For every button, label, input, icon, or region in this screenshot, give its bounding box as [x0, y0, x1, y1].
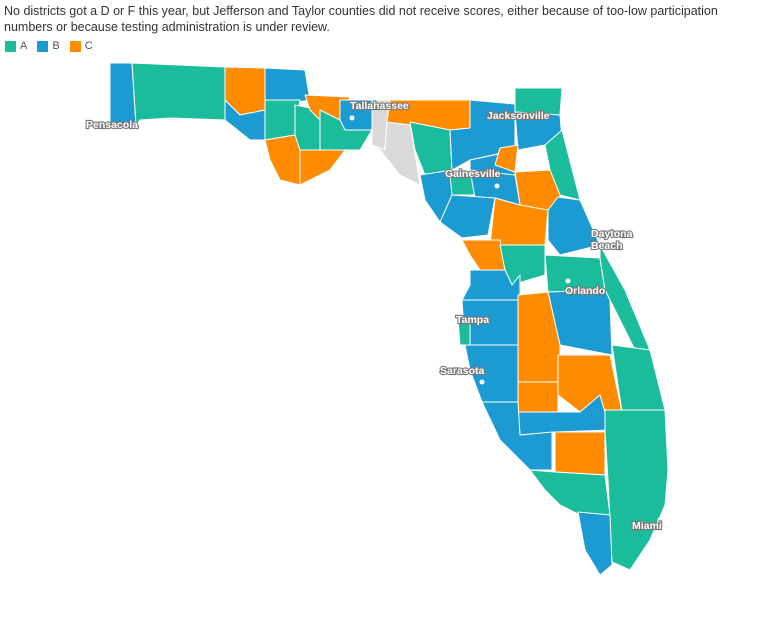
city-label-tampa: Tampa	[456, 314, 489, 326]
legend-swatch-c	[69, 40, 81, 52]
city-dot	[565, 278, 571, 284]
legend-swatch-b	[37, 40, 49, 52]
city-dot	[349, 115, 355, 121]
county-region[interactable]	[599, 244, 651, 361]
county-region[interactable]	[461, 269, 521, 301]
county-region[interactable]	[489, 197, 549, 246]
city-dot	[591, 221, 597, 227]
legend-item-b: B	[37, 40, 60, 52]
city-label-sarasota: Sarasota	[440, 365, 485, 377]
county-region[interactable]	[481, 401, 553, 471]
county-region[interactable]	[319, 109, 373, 151]
county-region[interactable]	[264, 67, 311, 106]
county-region[interactable]	[517, 381, 559, 413]
city-label-tallahassee: Tallahassee	[350, 100, 409, 112]
county-region[interactable]	[299, 149, 346, 186]
legend-label-b: B	[52, 40, 60, 52]
legend: A B C	[5, 40, 93, 52]
county-region[interactable]	[264, 134, 301, 186]
city-dot	[479, 379, 485, 385]
county-region[interactable]	[547, 196, 601, 256]
county-region[interactable]	[499, 244, 546, 286]
map-caption: No districts got a D or F this year, but…	[4, 4, 718, 34]
legend-swatch-a	[5, 40, 16, 52]
county-region[interactable]	[131, 62, 226, 126]
legend-item-c: C	[69, 40, 93, 52]
county-region[interactable]	[544, 129, 581, 201]
county-region[interactable]	[529, 469, 611, 516]
city-dot	[494, 183, 500, 189]
county-region[interactable]	[439, 194, 496, 239]
legend-label-a: A	[20, 40, 28, 52]
city-markers: Tallahassee Pensacola Jacksonville Gaine…	[85, 99, 663, 533]
county-region[interactable]	[604, 409, 669, 571]
city-label-beach: Beach	[591, 240, 623, 252]
county-region[interactable]	[461, 239, 506, 271]
legend-item-a: A	[5, 40, 27, 52]
city-label-orlando: Orlando	[565, 285, 605, 297]
county-region[interactable]	[577, 511, 613, 576]
city-dot	[657, 517, 663, 523]
legend-label-c: C	[84, 40, 93, 52]
city-label-gainesville: Gainesville	[445, 168, 501, 180]
city-label-jacksonville: Jacksonville	[487, 110, 550, 122]
county-region[interactable]	[554, 431, 606, 476]
county-regions[interactable]	[109, 62, 669, 576]
city-label-miami: Miami	[632, 520, 662, 532]
city-label-pensacola: Pensacola	[86, 119, 138, 131]
city-label-daytona: Daytona	[591, 228, 633, 240]
